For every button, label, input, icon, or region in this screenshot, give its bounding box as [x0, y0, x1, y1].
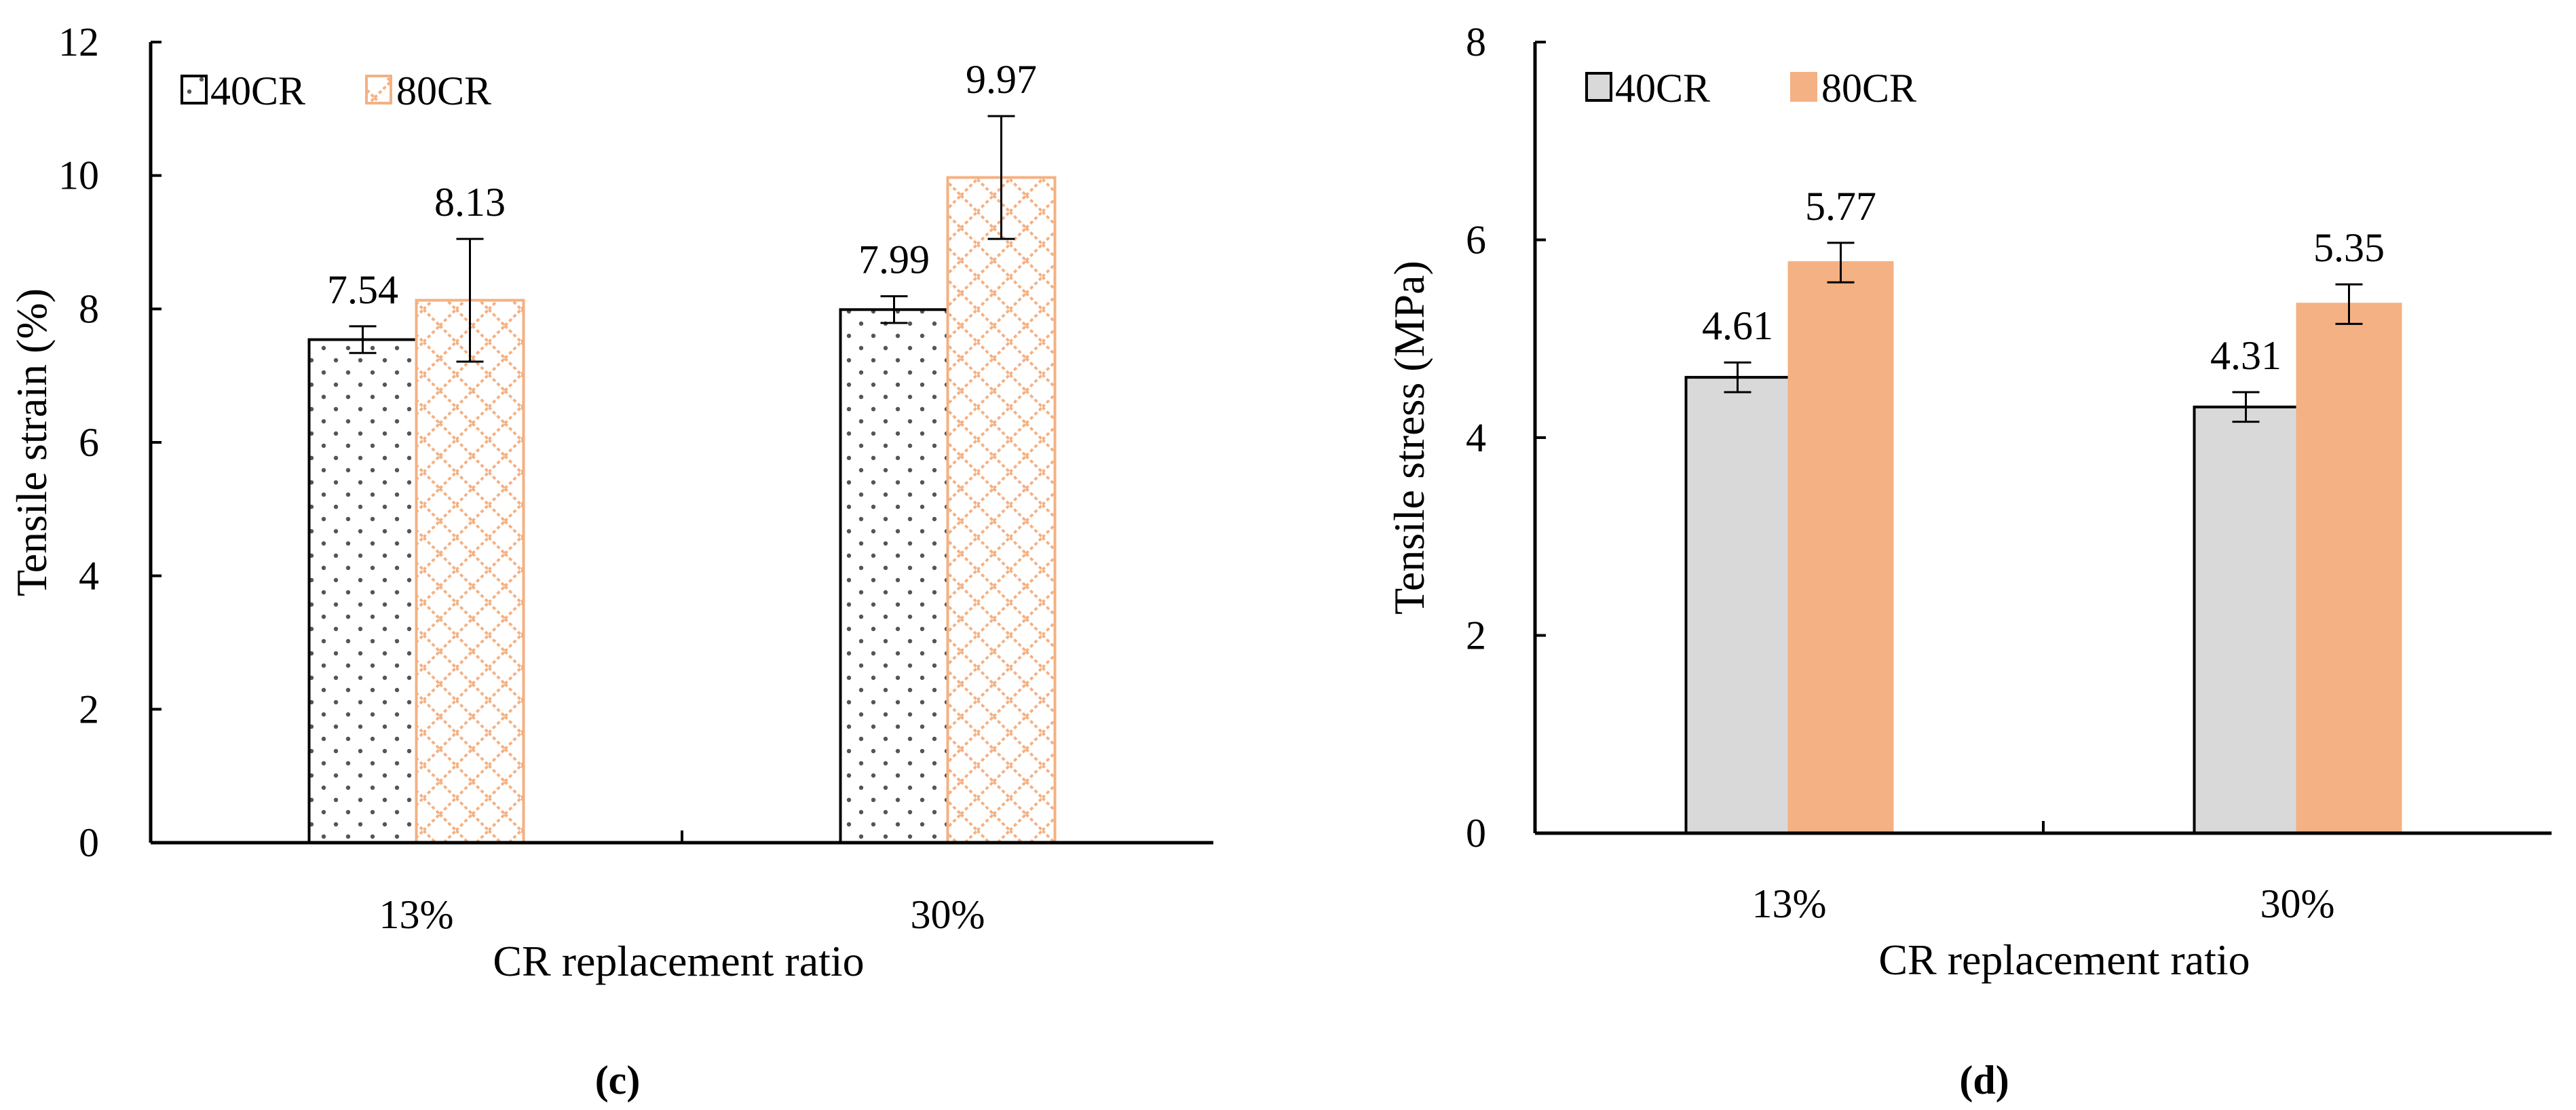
chart-panel-c: 0 2 4 6 8 10 12 13% 30% 7.54 8.13 7.99 9.97 40CR 8… — [7, 20, 1213, 1103]
y-tick-label-d: 4 — [1466, 415, 1486, 460]
bar-40CR-13%-d — [1684, 376, 1791, 835]
legend-swatch-80CR-c — [365, 75, 392, 104]
bar-40CR-30%-d — [2193, 405, 2299, 835]
legend-label-40CR-c: 40CR — [210, 69, 305, 113]
data-labels-d: 4.61 5.77 4.31 5.35 — [1702, 184, 2385, 378]
x-ticks-d: 13% 30% — [1752, 821, 2335, 926]
y-axis-title-c: Tensile strain (%) — [7, 288, 56, 596]
y-tick-label-c: 0 — [79, 820, 99, 865]
x-axis-title-c: CR replacement ratio — [493, 937, 864, 985]
bar-80CR-30%-d — [2296, 303, 2402, 835]
chart-panel-d: 0 2 4 6 8 13% 30% 4.61 5.77 4.31 5.35 40CR 8 0 CR … — [1385, 20, 2552, 1103]
bar-80CR-13%-c — [415, 299, 525, 844]
legend-swatch-80CR-d — [1790, 72, 1817, 102]
panel-label-d: (d) — [1959, 1058, 2009, 1103]
legend-swatch-40CR-d — [1585, 72, 1612, 102]
y-tick-label-c: 10 — [58, 153, 99, 198]
x-axis-title-d: CR replacement ratio — [1878, 936, 2250, 984]
y-tick-label-c: 8 — [79, 286, 99, 331]
y-tick-label-c: 12 — [58, 20, 99, 64]
bar-80CR-13%-d — [1787, 261, 1894, 835]
bar-40CR-30%-c — [839, 308, 949, 845]
y-ticks-c: 0 2 4 6 8 10 12 — [58, 20, 162, 865]
bar-80CR-30%-c — [946, 176, 1057, 845]
panel-label-c: (c) — [595, 1058, 641, 1103]
y-tick-label-d: 6 — [1466, 218, 1486, 263]
legend-d: 40CR 80CR — [1585, 66, 1916, 111]
data-label-40CR-30%-c: 7.99 — [858, 237, 930, 282]
x-tick-label-c: 13% — [379, 892, 454, 937]
data-label-40CR-30%-d: 4.31 — [2210, 333, 2281, 378]
data-label-80CR-13%-d: 5.77 — [1805, 184, 1876, 229]
y-tick-label-d: 8 — [1466, 20, 1486, 64]
panel-letter-c: c — [609, 1058, 627, 1103]
x-tick-label-c: 30% — [911, 892, 985, 937]
panel-letter-d: d — [1973, 1058, 1995, 1103]
y-tick-label-c: 4 — [79, 554, 99, 598]
data-label-80CR-30%-c: 9.97 — [966, 57, 1037, 102]
legend-c: 40CR 80CR — [181, 69, 491, 113]
x-tick-label-d: 13% — [1752, 881, 1827, 926]
y-tick-label-c: 6 — [79, 420, 99, 465]
x-ticks-c: 13% 30% — [379, 830, 985, 937]
y-tick-label-d: 0 — [1466, 811, 1486, 856]
data-label-80CR-13%-c: 8.13 — [434, 180, 506, 225]
y-axis-title-d: Tensile stress (MPa) — [1385, 261, 1433, 615]
bars-c — [307, 115, 1057, 845]
data-labels-c: 7.54 8.13 7.99 9.97 — [327, 57, 1037, 312]
data-label-40CR-13%-d: 4.61 — [1702, 303, 1773, 348]
legend-label-80CR-d: 80CR — [1821, 66, 1916, 111]
y-tick-label-d: 2 — [1466, 613, 1486, 658]
legend-label-40CR-d: 40CR — [1615, 66, 1710, 111]
legend-swatch-40CR-c — [181, 75, 208, 104]
bar-40CR-13%-c — [307, 338, 418, 845]
y-tick-label-c: 2 — [79, 687, 99, 731]
data-label-40CR-13%-c: 7.54 — [327, 267, 398, 312]
data-label-80CR-30%-d: 5.35 — [2313, 225, 2385, 270]
x-tick-label-d: 30% — [2260, 881, 2335, 926]
bars-d — [1684, 242, 2402, 835]
legend-label-80CR-c: 80CR — [396, 69, 491, 113]
y-ticks-d: 0 2 4 6 8 — [1466, 20, 1546, 856]
